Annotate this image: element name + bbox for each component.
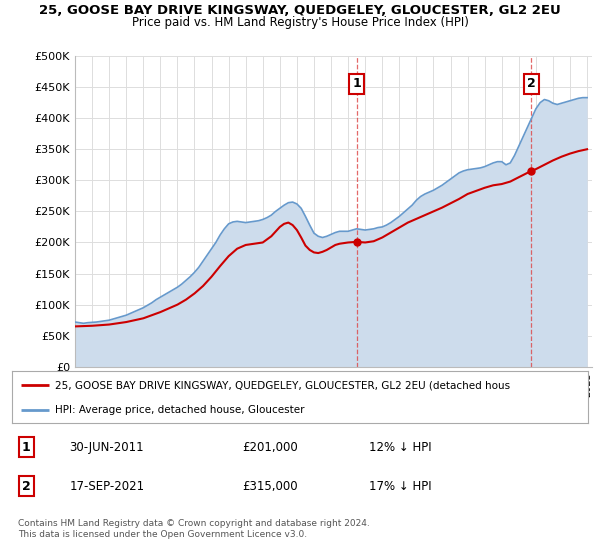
Text: Price paid vs. HM Land Registry's House Price Index (HPI): Price paid vs. HM Land Registry's House … <box>131 16 469 29</box>
Text: 25, GOOSE BAY DRIVE KINGSWAY, QUEDGELEY, GLOUCESTER, GL2 2EU (detached hous: 25, GOOSE BAY DRIVE KINGSWAY, QUEDGELEY,… <box>55 380 511 390</box>
Text: £315,000: £315,000 <box>242 480 298 493</box>
Text: Contains HM Land Registry data © Crown copyright and database right 2024.
This d: Contains HM Land Registry data © Crown c… <box>18 519 370 539</box>
Text: 25, GOOSE BAY DRIVE KINGSWAY, QUEDGELEY, GLOUCESTER, GL2 2EU: 25, GOOSE BAY DRIVE KINGSWAY, QUEDGELEY,… <box>39 4 561 17</box>
Text: 2: 2 <box>527 77 535 91</box>
Text: £201,000: £201,000 <box>242 441 298 454</box>
Text: HPI: Average price, detached house, Gloucester: HPI: Average price, detached house, Glou… <box>55 405 305 415</box>
Text: 2: 2 <box>22 480 31 493</box>
Text: 17-SEP-2021: 17-SEP-2021 <box>70 480 145 493</box>
Text: 1: 1 <box>352 77 361 91</box>
Text: 1: 1 <box>22 441 31 454</box>
Text: 17% ↓ HPI: 17% ↓ HPI <box>369 480 432 493</box>
Text: 30-JUN-2011: 30-JUN-2011 <box>70 441 144 454</box>
Text: 12% ↓ HPI: 12% ↓ HPI <box>369 441 432 454</box>
